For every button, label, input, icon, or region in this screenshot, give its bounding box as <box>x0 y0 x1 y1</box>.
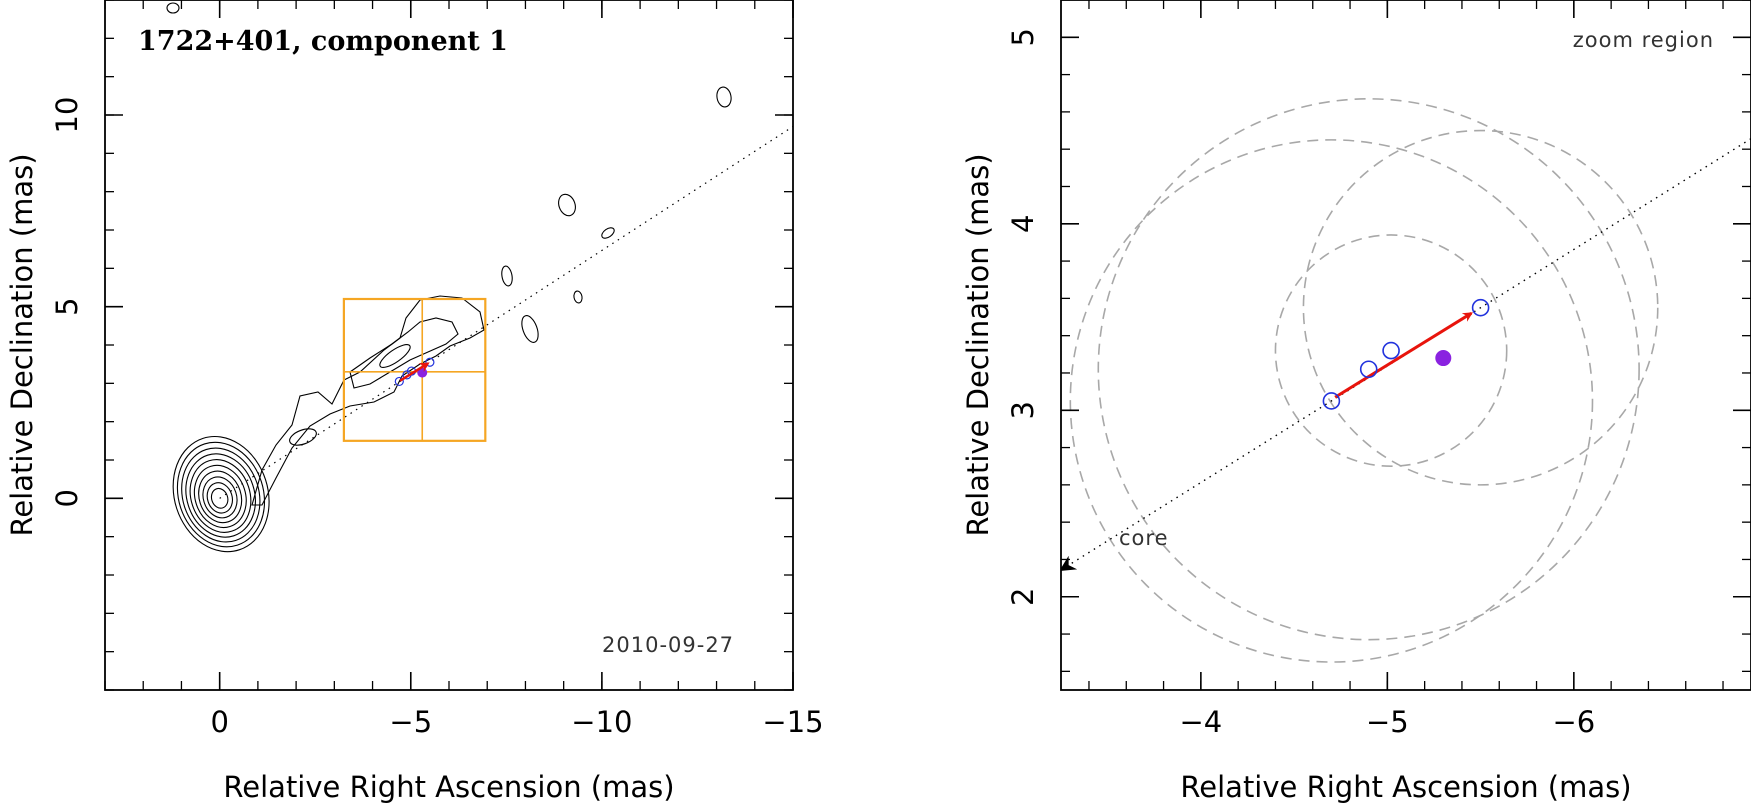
x-tick-label: −4 <box>1179 705 1222 739</box>
motion-vector-arrow <box>1334 312 1473 399</box>
jet-axis-line <box>219 125 793 499</box>
y-tick-label: 0 <box>50 489 84 507</box>
x-tick-label: 0 <box>210 705 228 739</box>
right-panel: −4 −5 −6 2 3 4 5 zoom region core Relative Rig… <box>961 0 1751 804</box>
left-y-axis-label: Relative Declination (mas) <box>5 153 39 536</box>
left-x-axis-label: Relative Right Ascension (mas) <box>223 770 674 804</box>
core-contour <box>185 453 256 538</box>
left-plot-area <box>166 2 793 553</box>
core-contour <box>176 441 266 548</box>
contour-island <box>501 265 513 287</box>
right-plot-area <box>1061 98 1751 663</box>
contour-island <box>166 2 180 14</box>
contour-island <box>601 227 615 239</box>
core-contour <box>210 487 229 509</box>
right-ticks: −4 −5 −6 2 3 4 5 <box>1006 0 1751 739</box>
core-contour <box>193 464 247 529</box>
contour-island <box>558 193 576 217</box>
left-ticks: 0 −5 −10 −15 0 5 10 <box>50 0 824 739</box>
zoom-box <box>342 297 487 442</box>
motion-arrow-small <box>399 362 430 382</box>
contour-island <box>716 86 732 108</box>
y-tick-label: 3 <box>1006 401 1040 419</box>
zoom-region-label: zoom region <box>1573 28 1714 52</box>
right-frame <box>1060 0 1751 691</box>
jet-contour-outer <box>251 295 485 506</box>
core-contour <box>206 482 234 514</box>
x-tick-label: −6 <box>1552 705 1595 739</box>
core-contour <box>172 435 270 553</box>
x-tick-label: −5 <box>389 705 432 739</box>
x-tick-label: −15 <box>762 705 823 739</box>
y-tick-label: 5 <box>50 297 84 315</box>
component-marker <box>425 357 435 367</box>
component-marker <box>394 376 404 387</box>
component-marker <box>1359 360 1378 379</box>
core-label: core <box>1119 526 1169 550</box>
error-circle <box>1069 139 1594 663</box>
x-tick-label: −5 <box>1366 705 1409 739</box>
y-tick-label: 2 <box>1006 588 1040 606</box>
y-tick-label: 4 <box>1006 215 1040 233</box>
contour-island <box>573 290 583 304</box>
left-panel: 0 −5 −10 −15 0 5 10 1722+401, component 1 2010… <box>5 0 824 804</box>
core-contour <box>202 476 238 519</box>
error-circle <box>1097 98 1640 641</box>
right-x-axis-label: Relative Right Ascension (mas) <box>1180 770 1631 804</box>
error-circle <box>1274 234 1508 468</box>
component-marker <box>1322 392 1341 410</box>
core-contour <box>198 470 243 524</box>
jet-contour-knot <box>289 428 317 446</box>
jet-contour-knot <box>379 344 411 368</box>
contour-island <box>521 315 539 343</box>
mean-position-marker <box>1435 350 1452 367</box>
y-tick-label: 5 <box>1006 28 1040 46</box>
y-tick-label: 10 <box>50 97 84 134</box>
component-marker <box>1471 298 1490 317</box>
left-frame <box>104 0 794 691</box>
left-title: 1722+401, component 1 <box>138 26 508 57</box>
x-tick-label: −10 <box>571 705 632 739</box>
component-marker <box>1382 341 1400 360</box>
core-contour <box>181 447 261 543</box>
core-contour <box>189 459 252 533</box>
date-label: 2010-09-27 <box>602 633 734 657</box>
right-y-axis-label: Relative Declination (mas) <box>961 153 995 536</box>
error-circle <box>1302 129 1659 486</box>
jet-contour-inner <box>349 317 459 389</box>
